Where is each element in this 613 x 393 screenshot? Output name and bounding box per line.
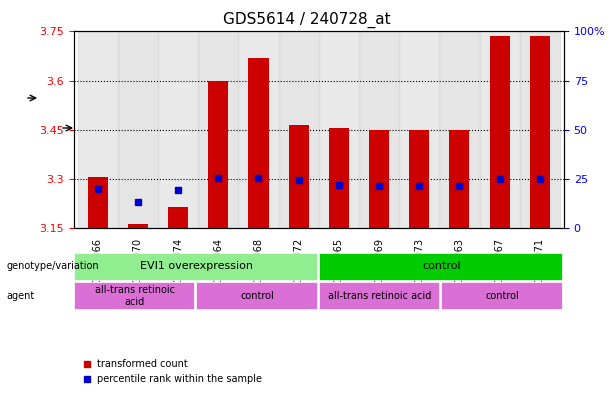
Bar <box>399 31 440 228</box>
Bar <box>440 31 479 228</box>
Bar <box>118 31 158 228</box>
Text: GDS5614 / 240728_at: GDS5614 / 240728_at <box>223 12 390 28</box>
Bar <box>128 224 148 228</box>
Bar <box>158 31 198 228</box>
FancyBboxPatch shape <box>74 253 317 279</box>
Bar <box>118 31 158 228</box>
Bar <box>278 31 319 228</box>
Bar <box>238 31 278 228</box>
Bar <box>449 130 470 228</box>
Bar <box>440 31 479 228</box>
Legend: transformed count, percentile rank within the sample: transformed count, percentile rank withi… <box>78 356 266 388</box>
FancyBboxPatch shape <box>319 283 440 309</box>
Bar <box>319 31 359 228</box>
FancyBboxPatch shape <box>441 283 562 309</box>
Bar <box>278 31 319 228</box>
Bar <box>479 31 520 228</box>
Bar <box>198 31 238 228</box>
Text: agent: agent <box>6 290 34 301</box>
Bar <box>238 31 278 228</box>
Bar <box>158 31 198 228</box>
Bar <box>329 128 349 228</box>
Text: genotype/variation: genotype/variation <box>6 261 99 271</box>
Text: control: control <box>240 291 275 301</box>
FancyBboxPatch shape <box>74 283 194 309</box>
Bar <box>359 31 399 228</box>
Bar <box>208 81 228 228</box>
Text: all-trans retinoic acid: all-trans retinoic acid <box>329 291 432 301</box>
Text: control: control <box>485 291 520 301</box>
Bar <box>168 207 188 228</box>
Bar <box>78 31 118 228</box>
Bar <box>78 31 118 228</box>
Bar <box>490 37 509 228</box>
Bar <box>530 37 550 228</box>
FancyBboxPatch shape <box>196 283 317 309</box>
Bar <box>359 31 399 228</box>
Text: all-trans retinoic
acid: all-trans retinoic acid <box>95 285 175 307</box>
FancyBboxPatch shape <box>319 253 562 279</box>
Bar <box>198 31 238 228</box>
Text: control: control <box>422 261 461 271</box>
Bar <box>369 130 389 228</box>
Bar <box>479 31 520 228</box>
Text: EVI1 overexpression: EVI1 overexpression <box>140 261 253 271</box>
Bar <box>88 177 108 228</box>
Bar <box>319 31 359 228</box>
Bar <box>520 31 560 228</box>
Bar <box>399 31 440 228</box>
Bar <box>409 130 429 228</box>
Bar <box>248 58 268 228</box>
Bar <box>520 31 560 228</box>
Bar <box>289 125 309 228</box>
